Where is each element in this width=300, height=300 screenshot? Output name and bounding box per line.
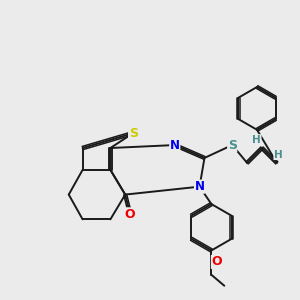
Text: S: S — [129, 127, 138, 140]
Text: O: O — [212, 256, 222, 268]
Text: N: N — [170, 139, 180, 152]
Text: H: H — [274, 150, 283, 160]
Text: H: H — [252, 135, 261, 145]
Text: S: S — [228, 139, 237, 152]
Text: N: N — [194, 180, 205, 193]
Text: O: O — [125, 208, 136, 221]
